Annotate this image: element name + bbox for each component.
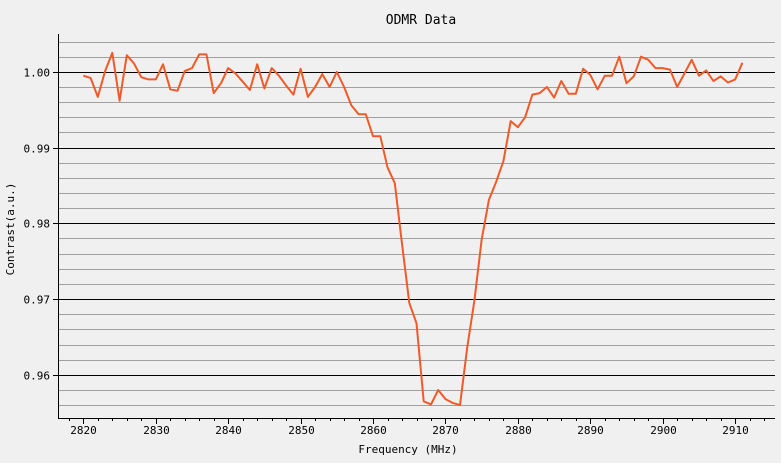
y-tick-label: 1.00 [24, 67, 51, 80]
series-layer [83, 51, 744, 407]
y-axis-ticks: 0.96 0.97 0.98 0.99 1.00 [24, 67, 58, 383]
x-tick-label: 2860 [360, 424, 387, 437]
x-tick-label: 2900 [650, 424, 677, 437]
plot-area [58, 34, 775, 418]
x-tick-label: 2910 [722, 424, 749, 437]
y-tick-label: 0.98 [24, 218, 51, 231]
x-tick-label: 2890 [577, 424, 604, 437]
x-tick-label: 2880 [505, 424, 532, 437]
x-tick-label: 2870 [432, 424, 459, 437]
x-tick-label: 2850 [288, 424, 315, 437]
x-axis-title: Frequency (MHz) [358, 443, 457, 456]
grid-lines [58, 34, 775, 418]
x-tick-label: 2820 [70, 424, 97, 437]
x-tick-label: 2840 [215, 424, 242, 437]
y-tick-label: 0.99 [24, 143, 51, 156]
chart-title: ODMR Data [386, 13, 456, 28]
x-axis-ticks: 2820 2830 2840 2850 2860 2870 2880 2890 2900 2910 [69, 418, 765, 437]
odmr-series-line [83, 51, 744, 407]
y-tick-label: 0.97 [24, 294, 51, 307]
y-axis-title: Contrast(a.u.) [4, 183, 17, 276]
y-tick-label: 0.96 [24, 370, 51, 383]
axes [58, 34, 775, 419]
x-tick-label: 2830 [143, 424, 170, 437]
